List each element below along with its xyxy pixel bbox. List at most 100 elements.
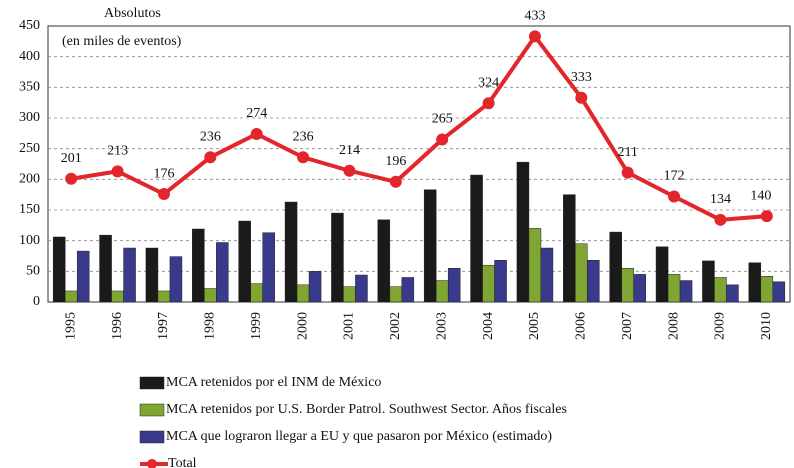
total-marker xyxy=(250,127,263,140)
y-tick-label: 150 xyxy=(19,202,40,217)
bar xyxy=(772,281,786,303)
bar xyxy=(99,234,112,303)
bar xyxy=(482,264,495,303)
legend-label: MCA retenidos por U.S. Border Patrol. So… xyxy=(166,402,567,417)
bar xyxy=(52,236,66,303)
total-marker xyxy=(436,133,449,146)
x-tick-label: 2006 xyxy=(574,312,589,340)
data-label: 214 xyxy=(339,143,360,158)
legend-marker xyxy=(147,459,157,468)
y-tick-label: 100 xyxy=(19,233,40,248)
x-tick-label: 1998 xyxy=(203,312,218,340)
bar xyxy=(563,194,576,303)
annotation: (en miles de eventos) xyxy=(62,34,182,49)
bar xyxy=(204,288,217,303)
data-label: 196 xyxy=(385,154,406,169)
total-line xyxy=(70,33,767,222)
bar xyxy=(169,256,183,303)
legend-swatch xyxy=(139,403,165,417)
bar xyxy=(238,220,251,303)
total-marker xyxy=(297,151,310,164)
data-label: 172 xyxy=(664,169,685,184)
bar xyxy=(157,290,171,303)
bar xyxy=(587,260,600,303)
total-marker xyxy=(343,164,356,177)
bar xyxy=(540,247,554,303)
x-tick-label: 2005 xyxy=(527,312,542,340)
bar xyxy=(355,274,368,303)
x-tick-label: 2010 xyxy=(759,312,774,340)
x-tick-label: 1995 xyxy=(63,312,78,340)
data-label: 333 xyxy=(571,70,592,85)
bar xyxy=(192,228,205,303)
bar xyxy=(401,277,415,303)
bar xyxy=(575,243,588,303)
bar xyxy=(296,284,310,303)
data-label: 211 xyxy=(617,145,637,160)
data-label: 274 xyxy=(246,106,267,121)
data-label: 236 xyxy=(293,129,314,144)
bar xyxy=(76,250,90,303)
plot-frame xyxy=(47,25,791,303)
x-tick-label: 2001 xyxy=(342,312,357,340)
bar xyxy=(726,284,739,303)
bar xyxy=(494,260,507,303)
y-tick-label: 200 xyxy=(19,172,40,187)
bar xyxy=(250,283,263,303)
y-tick-label: 450 xyxy=(19,18,40,33)
bar xyxy=(308,271,322,303)
x-tick-label: 1999 xyxy=(249,312,264,340)
bar xyxy=(470,174,483,303)
legend-label: Total xyxy=(168,456,197,468)
y-tick-label: 0 xyxy=(33,294,40,309)
annotation: Absolutos xyxy=(104,6,161,21)
y-tick-label: 400 xyxy=(19,49,40,64)
total-marker xyxy=(65,172,78,185)
total-marker xyxy=(204,151,217,164)
bar xyxy=(609,231,622,303)
x-tick-label: 2000 xyxy=(295,312,310,340)
total-marker xyxy=(575,91,588,104)
data-label: 140 xyxy=(750,188,771,203)
legend-label: MCA retenidos por el INM de México xyxy=(166,375,381,390)
bar xyxy=(389,286,403,303)
total-marker xyxy=(668,190,681,203)
y-tick-label: 50 xyxy=(26,264,40,279)
y-tick-label: 250 xyxy=(19,141,40,156)
x-tick-label: 2004 xyxy=(481,312,496,340)
data-label: 236 xyxy=(200,129,221,144)
x-tick-label: 2008 xyxy=(666,312,681,340)
bar xyxy=(423,189,437,303)
bar xyxy=(679,280,693,303)
data-label: 213 xyxy=(107,144,128,159)
bar xyxy=(516,161,530,303)
legend-swatch xyxy=(139,430,165,444)
total-marker xyxy=(111,165,124,178)
x-tick-label: 1997 xyxy=(156,312,171,340)
bar xyxy=(216,242,229,303)
data-label: 324 xyxy=(478,75,499,90)
total-marker xyxy=(389,175,402,188)
bar xyxy=(343,286,356,303)
bar xyxy=(262,232,275,303)
total-marker xyxy=(157,188,170,201)
bar xyxy=(284,201,298,303)
data-label: 176 xyxy=(153,166,174,181)
bar xyxy=(145,247,159,303)
bar xyxy=(435,280,449,303)
bar xyxy=(655,246,669,303)
bar xyxy=(667,274,681,303)
x-tick-label: 2002 xyxy=(388,312,403,340)
data-label: 201 xyxy=(61,151,82,166)
total-marker xyxy=(621,166,634,179)
bar xyxy=(760,275,774,303)
total-marker xyxy=(482,97,495,110)
bar xyxy=(714,277,727,303)
bar xyxy=(377,219,391,303)
data-label: 265 xyxy=(432,112,453,127)
legend-swatch xyxy=(139,376,165,390)
legend-label: MCA que lograron llegar a EU y que pasar… xyxy=(166,429,552,444)
bar xyxy=(447,268,461,303)
bar xyxy=(702,260,715,303)
